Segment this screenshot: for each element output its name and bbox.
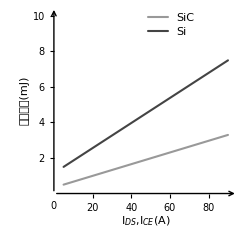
Legend: SiC, Si: SiC, Si (148, 13, 195, 37)
Text: 0: 0 (51, 201, 57, 211)
Y-axis label: 开通损耗(mJ): 开通损耗(mJ) (20, 76, 30, 125)
X-axis label: I$_{DS}$,I$_{CE}$(A): I$_{DS}$,I$_{CE}$(A) (121, 214, 171, 228)
